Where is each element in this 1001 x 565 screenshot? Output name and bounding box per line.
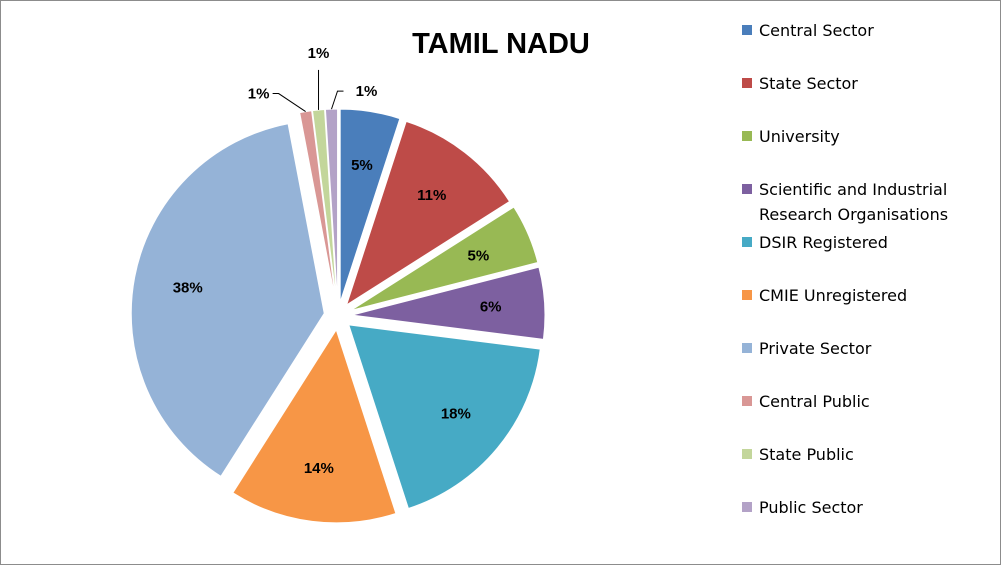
pie-slice-cmie-unregistered xyxy=(232,328,397,524)
legend-item-public-sector: Public Sector xyxy=(742,498,863,517)
pie-slice-central-sector xyxy=(339,108,401,303)
chart-title: TAMIL NADU xyxy=(412,28,590,60)
pie-slice-private-sector xyxy=(130,123,325,478)
data-label-university: 5% xyxy=(468,247,490,264)
pie-slice-state-public xyxy=(311,108,338,303)
legend-label: DSIR Registered xyxy=(759,233,888,252)
pie-slice-scientific-and-industrial-research-organisations xyxy=(351,266,546,340)
legend-swatch xyxy=(742,343,752,353)
legend-label: Central Public xyxy=(759,392,870,411)
leader-line-public-sector xyxy=(331,90,344,110)
data-label-central-public: 1% xyxy=(248,86,270,103)
legend-label: Private Sector xyxy=(759,339,872,358)
data-label-public-sector: 1% xyxy=(356,83,378,100)
pie-slices xyxy=(130,108,546,524)
legend-item-scientific-and-industrial-research-organisations: Scientific and Industrial Research Organi… xyxy=(742,180,948,224)
legend-swatch xyxy=(742,184,752,194)
legend-swatch xyxy=(742,290,752,300)
legend-swatch xyxy=(742,131,752,141)
data-label-cmie-unregistered: 14% xyxy=(304,460,334,477)
data-label-central-sector: 5% xyxy=(351,157,373,174)
legend-swatch xyxy=(742,449,752,459)
legend-label: Public Sector xyxy=(759,498,863,517)
leader-line-central-public xyxy=(272,93,306,112)
legend-swatch xyxy=(742,25,752,35)
legend-label: State Sector xyxy=(759,74,858,93)
legend-item-state-public: State Public xyxy=(742,445,854,464)
legend-swatch xyxy=(742,502,752,512)
data-label-private-sector: 38% xyxy=(173,279,203,296)
legend-label: CMIE Unregistered xyxy=(759,286,907,305)
legend-label: Research Organisations xyxy=(759,205,948,224)
legend: Central Sector State Sector University Scie… xyxy=(742,21,948,517)
data-label-state-public: 1% xyxy=(308,45,330,62)
pie-data-labels: 5% 11% 5% 6% 18% 14% 38% 1% 1% 1% xyxy=(173,45,502,477)
data-label-scientific-and-industrial-research-organisations: 6% xyxy=(480,298,502,315)
data-label-dsir-registered: 18% xyxy=(441,406,471,423)
legend-swatch xyxy=(742,237,752,247)
legend-label: Scientific and Industrial xyxy=(759,180,947,199)
legend-item-university: University xyxy=(742,127,840,146)
legend-label: Central Sector xyxy=(759,21,874,40)
legend-item-central-sector: Central Sector xyxy=(742,21,874,40)
pie-slice-state-sector xyxy=(345,120,511,307)
legend-item-private-sector: Private Sector xyxy=(742,339,872,358)
data-label-state-sector: 11% xyxy=(417,187,446,204)
legend-item-state-sector: State Sector xyxy=(742,74,858,93)
legend-label: University xyxy=(759,127,840,146)
legend-item-cmie-unregistered: CMIE Unregistered xyxy=(742,286,907,305)
pie-slice-public-sector xyxy=(324,108,339,303)
legend-item-central-public: Central Public xyxy=(742,392,870,411)
legend-swatch xyxy=(742,396,752,406)
pie-slice-university xyxy=(350,206,539,311)
legend-label: State Public xyxy=(759,445,854,464)
legend-item-dsir-registered: DSIR Registered xyxy=(742,233,888,252)
legend-swatch xyxy=(742,78,752,88)
pie-slice-dsir-registered xyxy=(348,324,541,510)
